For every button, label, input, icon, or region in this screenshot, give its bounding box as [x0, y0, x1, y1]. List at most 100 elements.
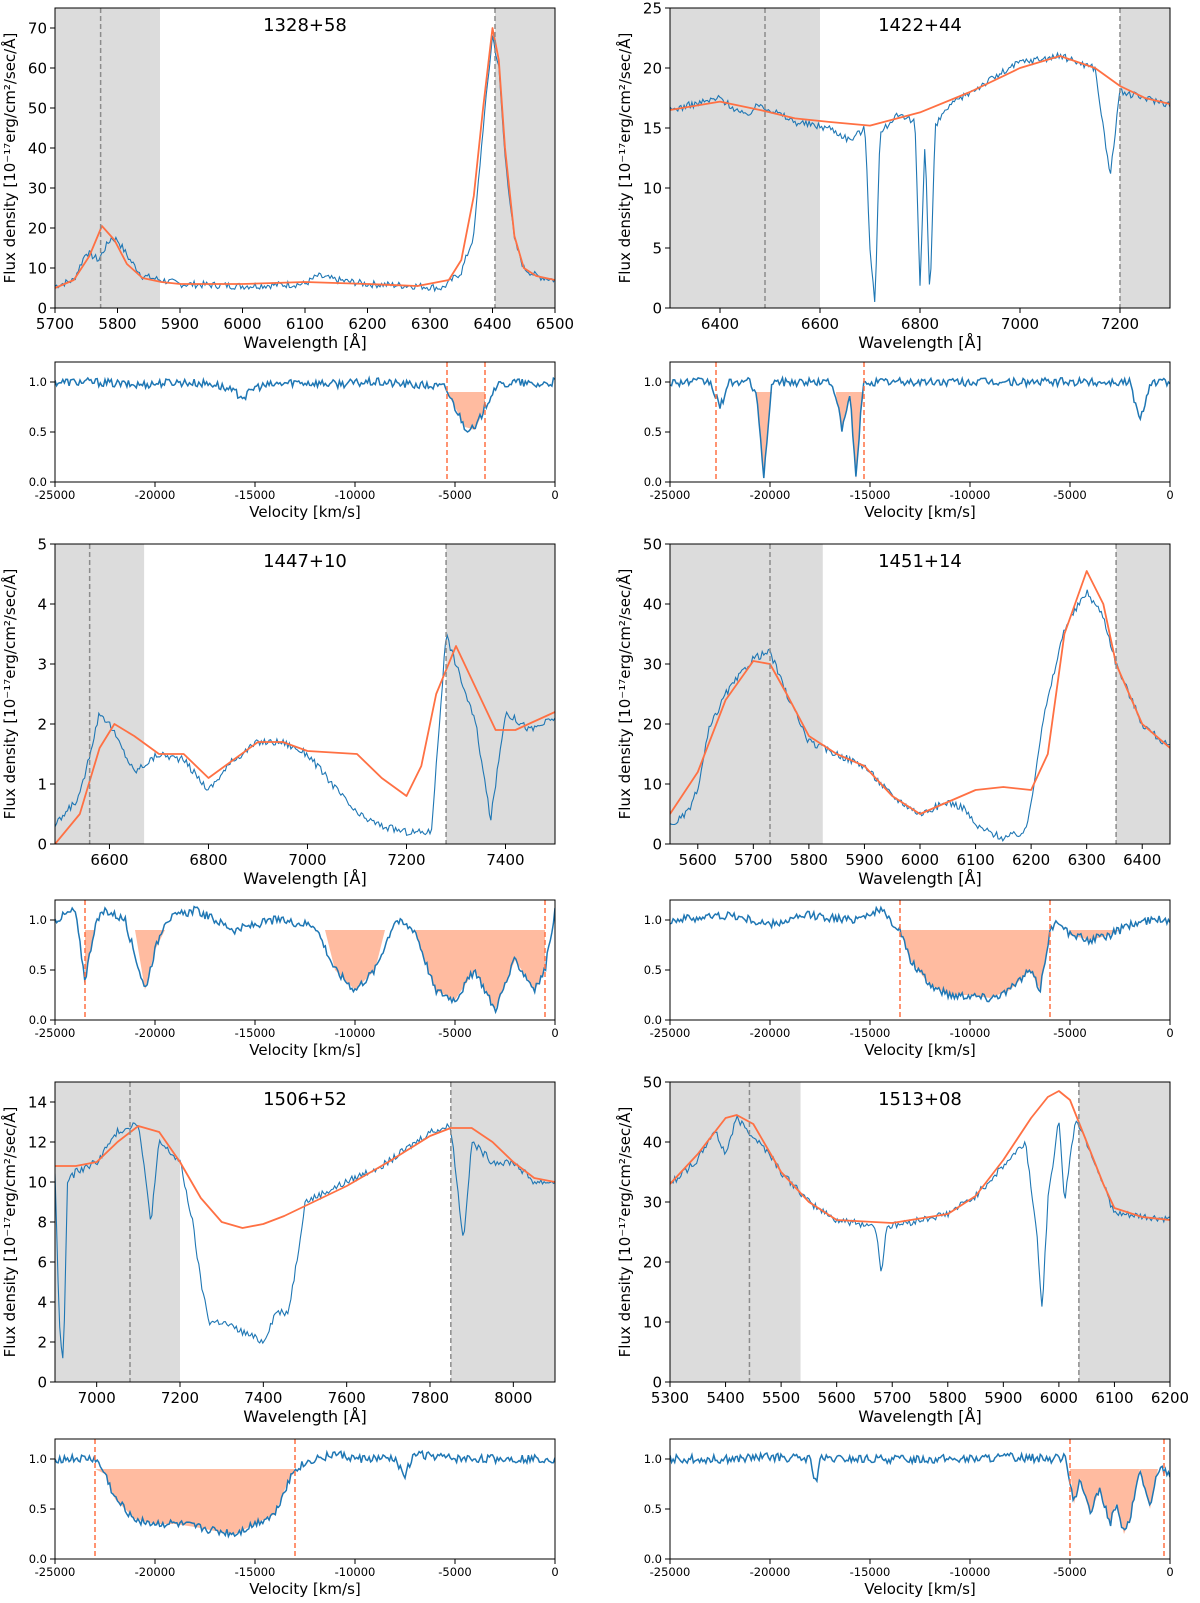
x-tick-label: 7200 [1101, 315, 1139, 333]
x-tick-label: 6100 [286, 315, 324, 333]
spectrum-line [55, 1449, 555, 1539]
x-tick-label: -15000 [850, 1026, 891, 1040]
x-axis-label: Velocity [km/s] [249, 1041, 360, 1059]
axes-frame [669, 1081, 1171, 1383]
x-tick-label: 5600 [818, 1389, 856, 1407]
x-tick-label: 0 [551, 488, 558, 502]
y-tick-label: 0.0 [644, 1552, 662, 1566]
spectrum-line [55, 633, 555, 836]
y-axis-label: Flux density [10⁻¹⁷erg/cm²/sec/Å] [0, 1107, 19, 1358]
x-tick-label: -15000 [235, 488, 276, 502]
panel-1451+14-vel: -25000 -20000 -15000 -10000 -5000 0 0.0 0.5 1.0 V… [644, 899, 1174, 1059]
model-fit-line [55, 27, 555, 289]
y-tick-label: 70 [28, 19, 47, 37]
x-tick-label: 5800 [98, 315, 136, 333]
y-tick-label: 0 [37, 299, 47, 317]
y-tick-label: 0.0 [644, 1013, 662, 1027]
x-tick-label: -10000 [950, 1565, 991, 1579]
x-tick-label: 6200 [1012, 851, 1050, 869]
y-tick-label: 30 [643, 655, 662, 673]
y-tick-label: 10 [643, 775, 662, 793]
spectrum-line [670, 589, 1170, 842]
y-tick-label: 30 [643, 1193, 662, 1211]
x-axis-label: Velocity [km/s] [864, 1041, 975, 1059]
x-axis-label: Wavelength [Å] [858, 1407, 981, 1426]
x-tick-label: 5700 [734, 851, 772, 869]
y-tick-label: 50 [643, 1073, 662, 1091]
x-tick-label: -15000 [850, 1565, 891, 1579]
x-tick-label: -25000 [35, 488, 76, 502]
panel-title: 1328+58 [263, 15, 347, 36]
x-tick-label: 5300 [651, 1389, 689, 1407]
y-tick-label: 1.0 [29, 375, 47, 389]
x-tick-label: 5800 [790, 851, 828, 869]
x-tick-label: 7400 [486, 851, 524, 869]
shaded-region [670, 8, 820, 308]
x-tick-label: 6800 [189, 851, 227, 869]
x-tick-label: -20000 [135, 1565, 176, 1579]
plot-area [55, 1082, 555, 1382]
x-tick-label: 7400 [244, 1389, 282, 1407]
axes-frame [54, 1081, 556, 1383]
x-tick-label: -25000 [650, 488, 691, 502]
shaded-region [1078, 1082, 1170, 1382]
x-tick-label: 6600 [801, 315, 839, 333]
y-axis-label: Flux density [10⁻¹⁷erg/cm²/sec/Å] [0, 569, 19, 820]
y-tick-label: 0.5 [644, 1502, 662, 1516]
x-tick-label: -10000 [950, 1026, 991, 1040]
x-tick-label: 7000 [1001, 315, 1039, 333]
plot-area [670, 544, 1170, 844]
plot-area [55, 362, 555, 482]
plot-area [670, 362, 1170, 482]
spectrum-line [670, 905, 1170, 1003]
y-tick-label: 1.0 [644, 913, 662, 927]
x-tick-label: 5900 [984, 1389, 1022, 1407]
y-tick-label: 2 [37, 715, 47, 733]
y-tick-label: 3 [37, 655, 47, 673]
y-tick-label: 20 [643, 1253, 662, 1271]
x-tick-label: 6400 [701, 315, 739, 333]
x-tick-label: -15000 [850, 488, 891, 502]
x-axis-label: Velocity [km/s] [864, 503, 975, 521]
y-tick-label: 10 [28, 259, 47, 277]
x-tick-label: 5900 [161, 315, 199, 333]
absorption-trough-fill [447, 392, 485, 430]
x-axis-label: Wavelength [Å] [858, 333, 981, 352]
x-tick-label: 6400 [1123, 851, 1161, 869]
panel-1506+52-vel: -25000 -20000 -15000 -10000 -5000 0 0.0 0.5 1.0 V… [29, 1438, 559, 1598]
x-tick-label: -10000 [335, 1565, 376, 1579]
x-tick-label: -10000 [335, 488, 376, 502]
panel-title: 1506+52 [263, 1089, 347, 1110]
y-tick-label: 0.5 [644, 425, 662, 439]
y-tick-label: 6 [37, 1253, 47, 1271]
x-tick-label: 7200 [161, 1389, 199, 1407]
x-tick-label: 5800 [929, 1389, 967, 1407]
panel-1447+10-vel: -25000 -20000 -15000 -10000 -5000 0 0.0 0.5 1.0 V… [29, 899, 559, 1059]
x-tick-label: -10000 [335, 1026, 376, 1040]
axes-frame [54, 543, 556, 845]
y-tick-label: 4 [37, 1293, 47, 1311]
absorption-trough-fill [95, 1469, 295, 1534]
y-axis-label: Flux density [10⁻¹⁷erg/cm²/sec/Å] [615, 33, 634, 284]
x-tick-label: 5500 [762, 1389, 800, 1407]
x-tick-label: 7800 [411, 1389, 449, 1407]
y-tick-label: 20 [28, 219, 47, 237]
axes-frame [669, 899, 1171, 1021]
y-tick-label: 0.5 [29, 425, 47, 439]
y-tick-label: 0 [652, 1373, 662, 1391]
shaded-region [1120, 8, 1170, 308]
x-tick-label: -15000 [235, 1565, 276, 1579]
y-tick-label: 40 [643, 1133, 662, 1151]
y-tick-label: 0 [37, 835, 47, 853]
x-tick-label: -5000 [438, 1565, 471, 1579]
x-tick-label: 8000 [494, 1389, 532, 1407]
x-axis-label: Wavelength [Å] [858, 869, 981, 888]
x-tick-label: 6100 [956, 851, 994, 869]
x-tick-label: 7600 [328, 1389, 366, 1407]
absorption-trough-fill [1070, 1469, 1164, 1534]
x-tick-label: 6000 [1040, 1389, 1078, 1407]
model-fit-line [55, 645, 555, 844]
x-tick-label: 0 [1166, 488, 1173, 502]
y-tick-label: 1.0 [644, 1452, 662, 1466]
axes-frame [669, 1438, 1171, 1560]
